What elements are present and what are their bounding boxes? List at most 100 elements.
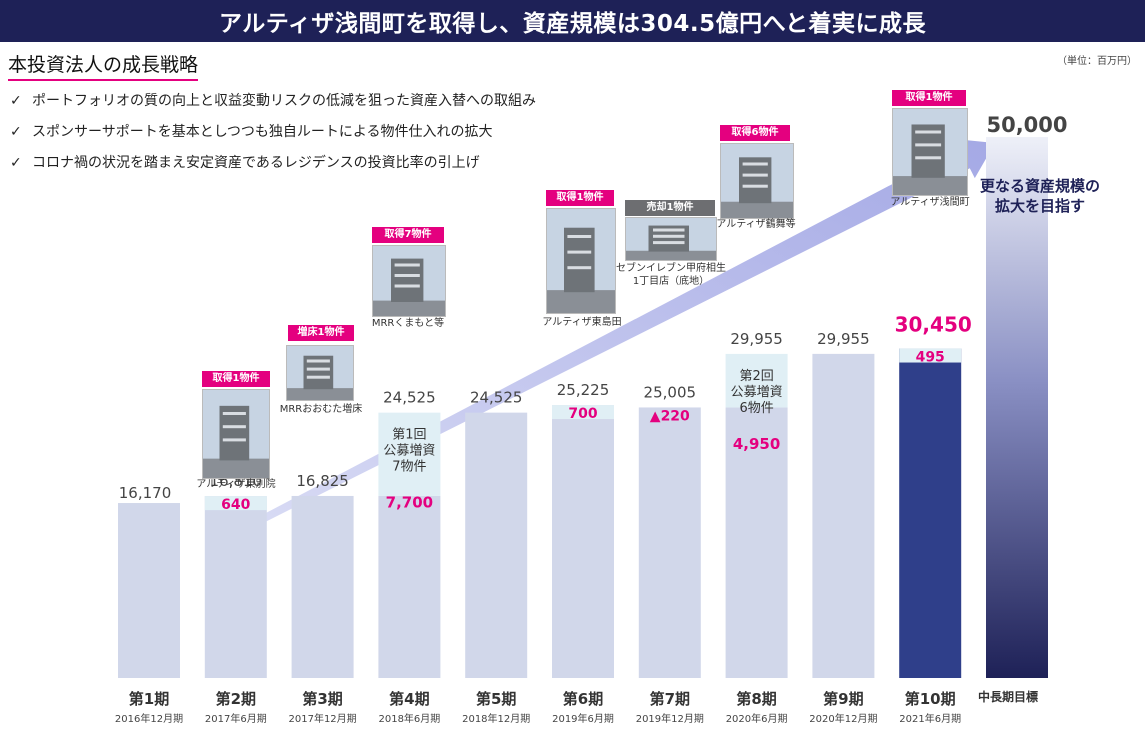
event-tag: 売却1物件 (625, 200, 715, 216)
event-caption: アルティザ東島田 (522, 316, 642, 329)
delta-segment (899, 348, 962, 363)
value-label: 50,000 (986, 113, 1067, 137)
value-label: 24,525 (470, 389, 523, 407)
value-label: 29,955 (730, 330, 783, 348)
building-image (287, 346, 353, 400)
event-caption: アルティザ浅間町 (870, 196, 990, 209)
event-caption: MRRくまもと等 (348, 317, 468, 330)
building-image (373, 246, 445, 316)
bar-第3期 (291, 495, 354, 678)
delta-label: 640 (221, 497, 250, 513)
building-image (626, 218, 716, 260)
goal-label: 中長期目標 (978, 690, 1039, 704)
period-label: 第10期 (904, 690, 956, 708)
building-photo (892, 108, 968, 196)
building-photo (625, 217, 717, 261)
event-tag: 増床1物件 (288, 325, 354, 341)
event-tag: 取得1物件 (892, 90, 966, 106)
section-title: 本投資法人の成長戦略 (8, 50, 199, 81)
period-date: 2016年12月期 (114, 714, 184, 725)
delta-description: 公募増資 (383, 444, 435, 459)
period-date: 2019年12月期 (635, 714, 704, 725)
event-caption-line: アルティザ浅間町 (890, 197, 970, 208)
period-label: 第4期 (389, 690, 430, 708)
value-label: 16,825 (296, 472, 349, 490)
event-tag: 取得1物件 (202, 371, 270, 387)
building-photo (720, 143, 794, 219)
strategy-item: ✓ コロナ禍の状況を踏まえ安定資産であるレジデンスの投資比率の引上げ (10, 148, 536, 179)
bar-第2期 (204, 496, 267, 678)
building-photo (202, 389, 270, 479)
value-label: 25,225 (557, 381, 610, 399)
strategy-text: コロナ禍の状況を踏まえ安定資産であるレジデンスの投資比率の引上げ (32, 155, 480, 171)
event-tag: 取得7物件 (372, 227, 444, 243)
event-caption: セブンイレブン甲府相生 1丁目店（底地） (611, 262, 731, 288)
delta-segment (725, 353, 788, 408)
building-photo (372, 245, 446, 317)
bar-第6期 (552, 405, 614, 678)
event-caption-line: 1丁目店（底地） (632, 276, 710, 287)
delta-label: ▲220 (650, 408, 690, 424)
value-label: 30,450 (895, 313, 972, 337)
value-label: 24,525 (383, 389, 436, 407)
period-date: 2020年12月期 (809, 714, 878, 725)
building-photo (546, 208, 616, 314)
goal-text: 更なる資産規模の 拡大を目指す (965, 176, 1115, 216)
bar-第8期 (725, 407, 788, 678)
period-date: 2018年12月期 (462, 714, 531, 725)
value-label: 29,955 (817, 330, 870, 348)
period-date: 2017年6月期 (204, 714, 267, 725)
period-label: 第2期 (215, 690, 257, 708)
goal-text-line: 更なる資産規模の (979, 177, 1100, 195)
event-caption-line: アルティザ東島田 (542, 317, 622, 328)
event-caption-line: アルティザ東別院 (196, 479, 276, 490)
building-image (203, 390, 269, 478)
event-caption-line: アルティザ鶴舞等 (716, 219, 796, 230)
bar-中長期目標 (986, 137, 1048, 678)
building-image (721, 144, 793, 218)
bar-第1期 (118, 503, 180, 678)
event-caption: MRRおおむた増床 (261, 403, 381, 416)
event-tag: 取得1物件 (546, 190, 614, 206)
title-bar: アルティザ浅間町を取得し、資産規模は304.5億円へと着実に成長 (0, 0, 1145, 42)
event-caption: アルティザ鶴舞等 (696, 218, 816, 231)
bar-第4期 (378, 495, 441, 678)
bar-第5期 (465, 412, 528, 678)
strategy-item: ✓ ポートフォリオの質の向上と収益変動リスクの低減を狙った資産入替への取組み (10, 86, 536, 117)
period-label: 第3期 (302, 690, 343, 708)
period-date: 2020年6月期 (725, 714, 788, 725)
period-date: 2021年6月期 (899, 714, 962, 725)
page-title: アルティザ浅間町を取得し、資産規模は304.5億円へと着実に成長 (219, 11, 926, 37)
strategy-item: ✓ スポンサーサポートを基本としつつも独自ルートによる物件仕入れの拡大 (10, 117, 536, 148)
period-label: 第6期 (562, 690, 604, 708)
delta-label: 7,700 (386, 494, 433, 512)
delta-segment (378, 412, 441, 496)
strategy-text: スポンサーサポートを基本としつつも独自ルートによる物件仕入れの拡大 (32, 124, 493, 140)
delta-description: 6物件 (739, 401, 773, 416)
delta-description: 7物件 (392, 460, 426, 475)
check-icon: ✓ (10, 155, 22, 171)
period-label: 第1期 (128, 690, 170, 708)
goal-text-line: 拡大を目指す (994, 197, 1085, 215)
delta-segment (552, 405, 614, 420)
period-label: 第9期 (823, 690, 864, 708)
delta-label: 700 (568, 406, 597, 422)
period-date: 2019年6月期 (552, 714, 614, 725)
building-photo (286, 345, 354, 401)
period-date: 2017年12月期 (288, 714, 357, 725)
bar-第10期 (899, 348, 962, 678)
delta-description: 公募増資 (731, 385, 783, 400)
strategy-list: ✓ ポートフォリオの質の向上と収益変動リスクの低減を狙った資産入替への取組み ✓ ス… (10, 86, 536, 179)
event-caption-line: MRRくまもと等 (371, 318, 445, 329)
bar-第9期 (812, 353, 875, 678)
bar-第7期 (638, 407, 701, 678)
strategy-text: ポートフォリオの質の向上と収益変動リスクの低減を狙った資産入替への取組み (32, 93, 536, 109)
period-label: 第5期 (475, 690, 517, 708)
building-image (547, 209, 615, 313)
delta-segment (204, 496, 267, 511)
value-label: 25,005 (644, 383, 697, 401)
check-icon: ✓ (10, 124, 22, 140)
delta-label: 4,950 (733, 435, 780, 453)
event-caption: アルティザ東別院 (176, 478, 296, 491)
